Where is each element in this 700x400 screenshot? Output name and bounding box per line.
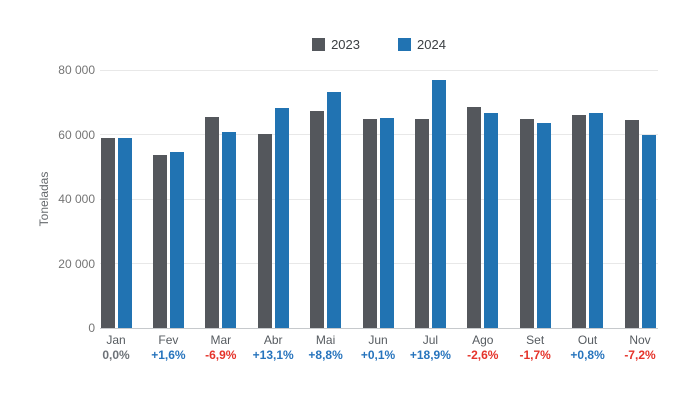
bar-2023-out[interactable] bbox=[572, 114, 587, 328]
x-axis-group-mar: Mar -6,9% bbox=[193, 333, 249, 363]
y-axis-tick-label: 0 bbox=[88, 321, 95, 335]
bar-2023-mar[interactable] bbox=[205, 117, 220, 328]
bar-2023-jan[interactable] bbox=[100, 137, 115, 328]
gridline bbox=[100, 263, 658, 264]
bar-2024-jul[interactable] bbox=[431, 79, 446, 328]
x-axis-month-label: Jul bbox=[422, 333, 439, 347]
x-axis-month-label: Fev bbox=[158, 333, 179, 347]
legend: 2023 2024 bbox=[100, 36, 658, 52]
legend-swatch-2024-icon bbox=[398, 37, 411, 51]
x-axis-month-label: Nov bbox=[629, 333, 651, 347]
y-axis-tick-label: 80 000 bbox=[58, 63, 95, 77]
bar-2023-nov[interactable] bbox=[624, 120, 639, 328]
bar-2024-fev[interactable] bbox=[169, 151, 184, 328]
bar-2024-jun[interactable] bbox=[379, 118, 394, 328]
change-percentage-label: +13,1% bbox=[252, 348, 294, 362]
x-axis-group-nov: Nov -7,2% bbox=[612, 333, 668, 363]
x-axis-group-abr: Abr +13,1% bbox=[245, 333, 301, 363]
bar-2024-nov[interactable] bbox=[641, 134, 656, 328]
x-axis-group-fev: Fev +1,6% bbox=[140, 333, 196, 363]
x-axis-group-set: Set -1,7% bbox=[507, 333, 563, 363]
change-percentage-label: -6,9% bbox=[205, 348, 237, 362]
change-percentage-label: -1,7% bbox=[519, 348, 551, 362]
x-axis-group-mai: Mai +8,8% bbox=[298, 333, 354, 363]
change-percentage-label: -2,6% bbox=[467, 348, 499, 362]
x-axis-baseline bbox=[100, 327, 658, 329]
x-axis-group-jun: Jun +0,1% bbox=[350, 333, 406, 363]
bar-2024-set[interactable] bbox=[536, 122, 551, 328]
x-axis-month-label: Out bbox=[577, 333, 598, 347]
x-axis-month-label: Set bbox=[526, 333, 545, 347]
gridline bbox=[100, 134, 658, 135]
change-percentage-label: +1,6% bbox=[151, 348, 186, 362]
x-axis-group-ago: Ago -2,6% bbox=[455, 333, 511, 363]
legend-swatch-2023-icon bbox=[312, 37, 326, 51]
change-percentage-label: +8,8% bbox=[308, 348, 343, 362]
legend-item-2024: 2024 bbox=[398, 37, 446, 52]
y-axis-tick-labels: 0 20 000 40 000 60 000 80 000 bbox=[0, 0, 95, 400]
bar-2023-mai[interactable] bbox=[310, 110, 325, 328]
gridline bbox=[100, 198, 658, 200]
x-axis-month-label: Abr bbox=[263, 333, 283, 347]
bar-2023-jul[interactable] bbox=[414, 119, 429, 328]
legend-label-2023: 2023 bbox=[331, 36, 360, 52]
bar-2024-jan[interactable] bbox=[117, 137, 132, 328]
change-percentage-label: +0,1% bbox=[360, 348, 396, 362]
bar-2024-out[interactable] bbox=[589, 112, 604, 328]
x-axis-month-label: Ago bbox=[472, 333, 494, 347]
x-axis-group-jan: Jan 0,0% bbox=[88, 333, 144, 363]
y-axis-tick-label: 40 000 bbox=[58, 192, 95, 206]
bar-2023-fev[interactable] bbox=[152, 154, 167, 328]
bar-2024-mai[interactable] bbox=[327, 91, 342, 328]
x-axis-month-label: Jan bbox=[106, 333, 126, 347]
plot-area bbox=[100, 69, 658, 329]
x-axis-group-jul: Jul +18,9% bbox=[402, 333, 458, 363]
change-percentage-label: +0,8% bbox=[570, 348, 605, 362]
change-percentage-label: +18,9% bbox=[409, 348, 451, 362]
x-axis-month-label: Mar bbox=[210, 333, 232, 347]
x-axis-group-out: Out +0,8% bbox=[560, 333, 616, 363]
gridline bbox=[100, 69, 658, 71]
x-axis-month-label: Mai bbox=[315, 333, 336, 347]
bar-2024-ago[interactable] bbox=[484, 112, 499, 328]
bar-2023-abr[interactable] bbox=[257, 133, 272, 328]
legend-label-2024: 2024 bbox=[417, 36, 446, 52]
change-percentage-label: -7,2% bbox=[624, 348, 656, 362]
y-axis-tick-label: 60 000 bbox=[58, 127, 95, 142]
bar-2024-mar[interactable] bbox=[222, 131, 237, 328]
x-axis-month-label: Jun bbox=[368, 333, 388, 347]
y-axis-tick-label: 20 000 bbox=[58, 256, 95, 271]
bar-2023-set[interactable] bbox=[519, 119, 534, 328]
bar-2023-jun[interactable] bbox=[362, 118, 377, 328]
bar-2024-abr[interactable] bbox=[274, 108, 289, 328]
change-percentage-label: 0,0% bbox=[102, 348, 130, 362]
bar-2023-ago[interactable] bbox=[467, 106, 482, 328]
legend-item-2023: 2023 bbox=[312, 37, 360, 52]
